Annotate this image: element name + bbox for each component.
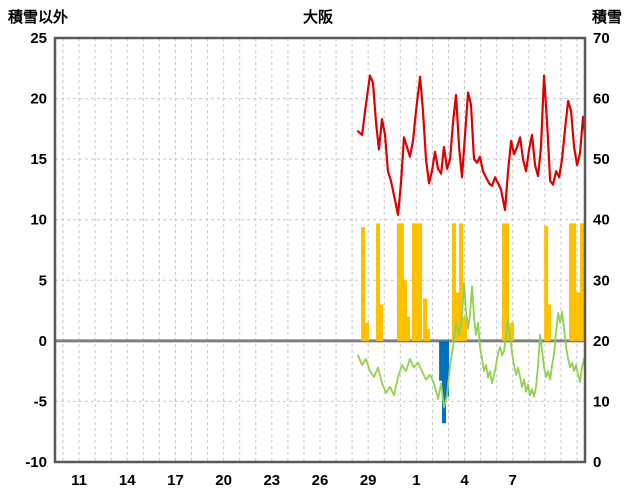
- right-axis-title: 積雪: [591, 9, 622, 26]
- right-axis-tick: 30: [593, 272, 610, 289]
- series-red-line: [356, 74, 585, 216]
- plot-frame: [53, 36, 587, 464]
- x-axis-tick: 23: [263, 472, 280, 489]
- right-axis-tick: 70: [593, 30, 610, 47]
- series-green-line: [357, 281, 585, 409]
- x-axis-tick: 29: [360, 472, 377, 489]
- x-axis-tick: 1: [412, 472, 420, 489]
- left-axis-tick: -10: [25, 454, 47, 471]
- left-axis-tick: -5: [34, 393, 47, 410]
- chart-title: 大阪: [302, 9, 333, 26]
- series-yellow-bars: [361, 223, 585, 341]
- x-axis-tick: 7: [509, 472, 517, 489]
- left-axis-tick: 25: [30, 30, 47, 47]
- left-axis-title: 積雪以外: [8, 9, 69, 26]
- left-axis-tick: 10: [30, 212, 47, 229]
- x-axis-tick: 17: [167, 472, 184, 489]
- right-axis-tick: 0: [593, 454, 601, 471]
- gridlines: [55, 38, 585, 462]
- right-axis-tick: 50: [593, 151, 610, 168]
- right-axis-tick: 20: [593, 333, 610, 350]
- right-axis-tick: 40: [593, 212, 610, 229]
- series-layer: [356, 74, 585, 424]
- right-axis-tick: 10: [593, 393, 610, 410]
- x-axis-tick: 26: [312, 472, 329, 489]
- x-axis-tick: 20: [215, 472, 232, 489]
- right-axis-tick: 60: [593, 91, 610, 108]
- left-axis-tick: 0: [39, 333, 47, 350]
- x-axis-tick: 11: [71, 472, 87, 489]
- left-axis-tick: 5: [39, 272, 47, 289]
- x-axis-tick: 14: [119, 472, 136, 489]
- left-axis-tick: 20: [30, 91, 47, 108]
- series-blue-bars: [439, 340, 450, 424]
- x-axis-tick: 4: [460, 472, 469, 489]
- left-axis-tick: 15: [30, 151, 47, 168]
